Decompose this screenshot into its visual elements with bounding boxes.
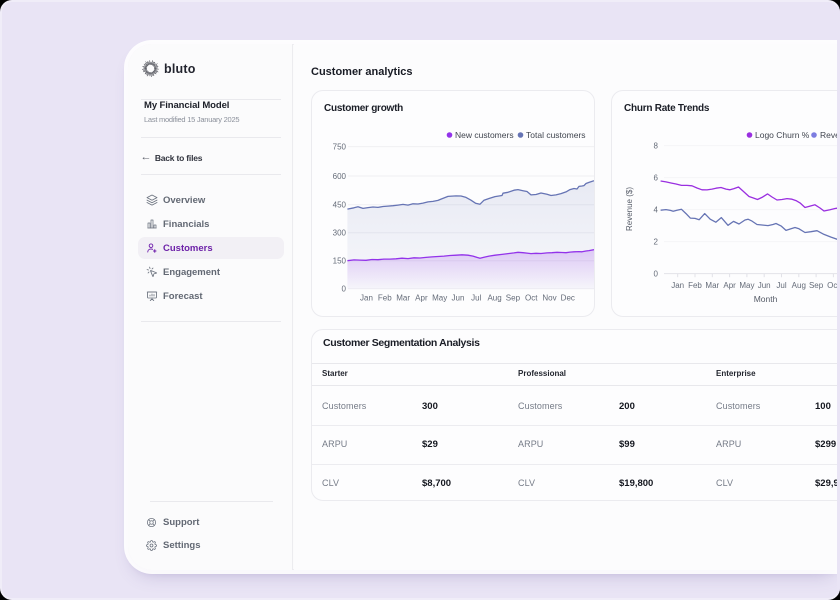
svg-text:2: 2 bbox=[654, 237, 659, 246]
svg-text:4: 4 bbox=[654, 205, 659, 214]
svg-text:Sep: Sep bbox=[809, 281, 824, 290]
svg-text:Apr: Apr bbox=[415, 294, 428, 303]
svg-text:Oct: Oct bbox=[525, 294, 538, 303]
svg-text:Jun: Jun bbox=[758, 281, 771, 290]
svg-text:Jun: Jun bbox=[452, 294, 465, 303]
svg-text:Feb: Feb bbox=[378, 294, 392, 303]
svg-text:Logo Churn %: Logo Churn % bbox=[755, 130, 810, 140]
svg-text:Total customers: Total customers bbox=[526, 130, 586, 140]
svg-text:Apr: Apr bbox=[723, 281, 736, 290]
svg-text:8: 8 bbox=[654, 141, 659, 150]
svg-text:150: 150 bbox=[333, 257, 347, 266]
svg-text:Jul: Jul bbox=[471, 294, 481, 303]
svg-text:Oct: Oct bbox=[827, 281, 837, 290]
svg-text:Sep: Sep bbox=[506, 294, 521, 303]
svg-text:Aug: Aug bbox=[792, 281, 806, 290]
svg-text:New customers: New customers bbox=[455, 130, 514, 140]
svg-text:0: 0 bbox=[342, 285, 347, 294]
svg-text:May: May bbox=[432, 294, 447, 303]
svg-text:Jan: Jan bbox=[671, 281, 684, 290]
svg-text:6: 6 bbox=[654, 173, 659, 182]
svg-text:Feb: Feb bbox=[688, 281, 702, 290]
svg-text:Dec: Dec bbox=[561, 294, 575, 303]
svg-text:450: 450 bbox=[333, 201, 347, 210]
svg-text:0: 0 bbox=[654, 269, 659, 278]
svg-text:Mar: Mar bbox=[705, 281, 719, 290]
svg-text:600: 600 bbox=[333, 172, 347, 181]
svg-text:Month: Month bbox=[754, 294, 778, 304]
svg-text:Mar: Mar bbox=[396, 294, 410, 303]
svg-text:Revenue ($): Revenue ($) bbox=[625, 187, 634, 231]
svg-text:Revenue Churn %: Revenue Churn % bbox=[820, 130, 837, 140]
svg-text:May: May bbox=[739, 281, 754, 290]
svg-text:Aug: Aug bbox=[487, 294, 501, 303]
svg-text:Jan: Jan bbox=[360, 294, 373, 303]
svg-text:Jul: Jul bbox=[776, 281, 786, 290]
svg-text:750: 750 bbox=[333, 142, 347, 151]
svg-text:300: 300 bbox=[333, 229, 347, 238]
svg-text:Nov: Nov bbox=[542, 294, 556, 303]
